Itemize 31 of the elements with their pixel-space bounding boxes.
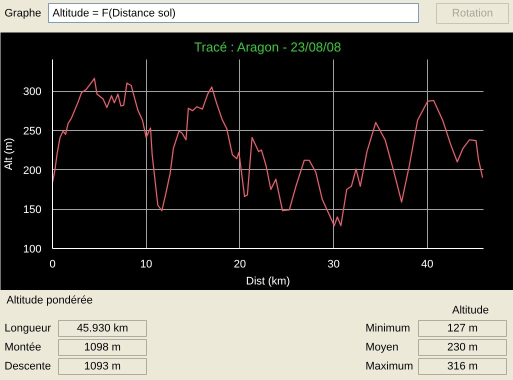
text: Altitude = F(Distance sol) (52, 8, 176, 20)
text: Altitude pondérée (6, 294, 93, 306)
y-axis-title: Alt (m) (3, 138, 16, 170)
x-tick-label: 40 (421, 258, 434, 270)
x-tick-label: 20 (234, 258, 246, 270)
text: Altitude (452, 304, 489, 316)
text: Minimum (366, 322, 410, 334)
x-tick-label: 10 (140, 258, 152, 270)
y-tick-label: 300 (23, 86, 42, 98)
text: 1098 m (84, 342, 121, 354)
y-tick-label: 150 (23, 204, 42, 216)
text: 45.930 km (76, 322, 128, 334)
y-tick-label: 100 (23, 244, 42, 256)
text: Longueur (4, 322, 52, 334)
text: Descente (4, 360, 51, 372)
text: 127 m (447, 322, 478, 334)
text: Maximum (366, 360, 414, 372)
y-tick-label: 200 (23, 164, 42, 177)
chart-title: Tracé : Aragon - 23/08/08 (194, 40, 342, 54)
text: Montée (4, 342, 42, 354)
text: 230 m (447, 342, 478, 354)
x-tick-label: 0 (49, 258, 56, 270)
y-tick-label: 250 (23, 125, 42, 138)
x-axis-title: Dist (km) (246, 276, 290, 288)
text: Moyen (366, 342, 399, 354)
line-series (52, 78, 484, 226)
text: Graphe (4, 8, 42, 20)
text: Rotation (452, 8, 493, 20)
text: 316 m (447, 360, 478, 372)
x-tick-label: 30 (327, 258, 340, 270)
text: 1093 m (84, 360, 121, 372)
